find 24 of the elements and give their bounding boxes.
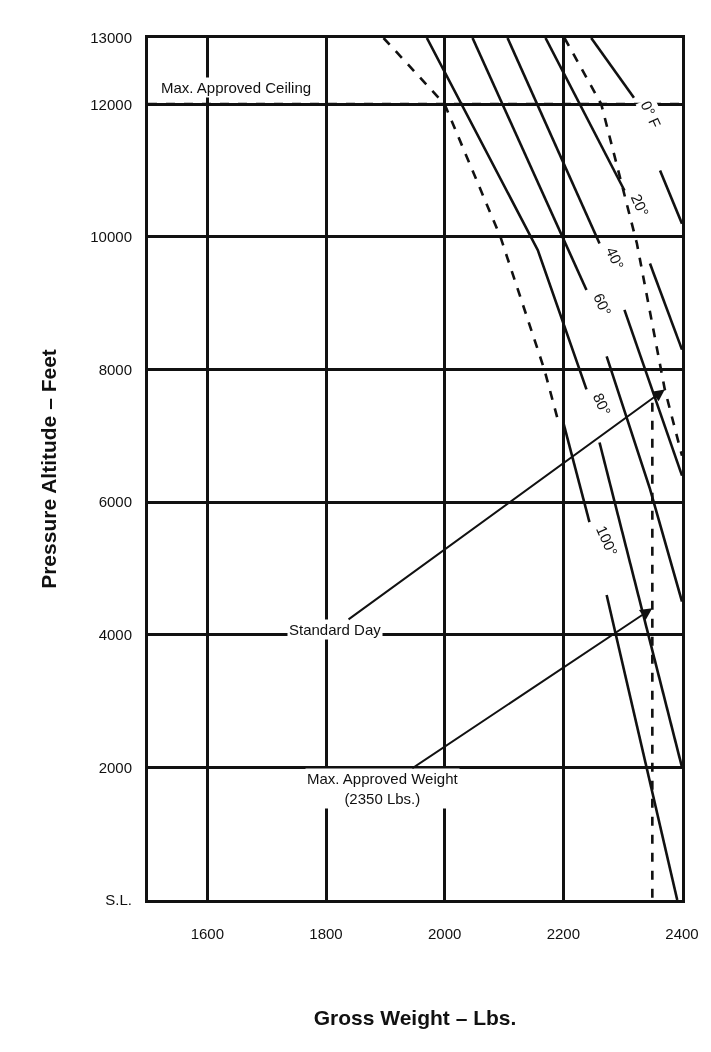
x-axis-title: Gross Weight – Lbs.	[313, 1006, 517, 1030]
x-tick-label: 1600	[190, 925, 225, 942]
x-tick-label: 2200	[546, 925, 581, 942]
y-tick-label: 10000	[90, 228, 132, 246]
annotation: Standard Day	[289, 621, 382, 638]
text: 100°	[593, 523, 622, 559]
annotation: Max. Approved Weight (2350 Lbs.)	[307, 770, 459, 807]
text: 40°	[602, 244, 628, 272]
y-tick-label: S.L.	[105, 891, 132, 909]
y-tick-label: 6000	[98, 493, 132, 511]
y-tick-label: 13000	[90, 29, 132, 47]
y-tick-label: 4000	[98, 626, 132, 644]
text: 0° F	[637, 98, 665, 131]
y-tick-label: 2000	[98, 758, 132, 776]
ref-line-label: Max. Approved Ceiling	[161, 79, 312, 96]
y-axis-title: Pressure Altitude – Feet	[37, 349, 61, 589]
y-tick-label: 8000	[98, 360, 132, 378]
y-tick-label: 12000	[90, 95, 132, 113]
text: 20°	[627, 191, 653, 219]
text: 80°	[589, 390, 615, 418]
x-tick-label: 1800	[309, 925, 343, 942]
x-tick-label: 2000	[427, 925, 462, 942]
x-tick-label: 2400	[665, 925, 699, 942]
text: 60°	[590, 290, 615, 319]
